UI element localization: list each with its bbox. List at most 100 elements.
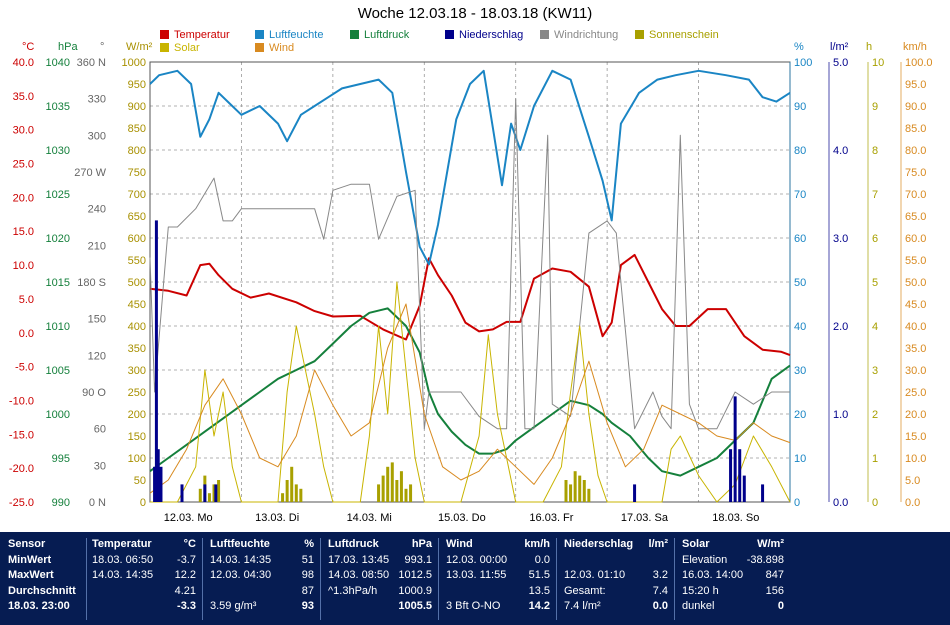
temp-axis-label: 30.0 (13, 125, 34, 137)
legend-swatch (255, 43, 264, 52)
stats-unit: °C (183, 538, 196, 550)
weather-chart: Temperatur Luftfeuchte Luftdruck Niederschl… (9, 29, 933, 524)
precip-axis-label: 0.0 (833, 497, 848, 509)
axis-unit: ° (100, 41, 104, 53)
precipitation-bar (729, 449, 733, 502)
legend-label: Luftdruck (364, 29, 410, 41)
precipitation-bar (180, 484, 184, 502)
solar-axis-label: 500 (128, 277, 146, 289)
stats-unit: % (304, 538, 314, 550)
wind-axis-label: 65.0 (905, 211, 926, 223)
humidity-axis-label: 40 (794, 321, 806, 333)
stats-value: 51.5 (528, 569, 550, 581)
wind-axis-label: 25.0 (905, 387, 926, 399)
wind-axis-label: 50.0 (905, 277, 926, 289)
axis-unit: % (794, 41, 804, 53)
stats-sensor: Sensor MinWert MaxWert Durchschnitt 18.0… (8, 538, 87, 620)
x-tick-label: 12.03. Mo (164, 512, 213, 524)
wind-axis-label: 80.0 (905, 145, 926, 157)
chart-title: Woche 12.03.18 - 18.03.18 (KW11) (357, 5, 593, 22)
solar-axis-label: 750 (128, 167, 146, 179)
wind-axis-label: 45.0 (905, 299, 926, 311)
legend-label: Windrichtung (554, 29, 618, 41)
sunshine-axis-label: 6 (872, 233, 878, 245)
stats-time: dunkel (682, 600, 715, 612)
x-tick-label: 15.03. Do (438, 512, 486, 524)
sunshine-bar (409, 484, 413, 502)
solar-axis-label: 600 (128, 233, 146, 245)
sunshine-bar (404, 488, 408, 502)
stats-time: 3 Bft O-NO (446, 600, 501, 612)
sunshine-axis-label: 7 (872, 189, 878, 201)
solar-axis-label: 900 (128, 101, 146, 113)
stats-value: 98 (301, 569, 314, 581)
humidity-axis-label: 90 (794, 101, 806, 113)
sunshine-bar (399, 471, 403, 502)
pressure-axis-label: 1015 (46, 277, 70, 289)
sunshine-bar (377, 484, 381, 502)
sunshine-bar (578, 475, 582, 502)
stats-unit: km/h (524, 538, 550, 550)
legend-swatch (540, 30, 549, 39)
solar-axis-label: 450 (128, 299, 146, 311)
sunshine-bar (281, 493, 285, 502)
solar-axis-label: 200 (128, 409, 146, 421)
wind-axis-label: 90.0 (905, 101, 926, 113)
sunshine-bar (390, 462, 394, 502)
stats-value: 0.0 (534, 553, 550, 566)
stats-wind: Wind km/h 12.03. 00:00 0.0 13.03. 11:55 51.5 1… (446, 538, 557, 620)
wind-axis-label: 20.0 (905, 409, 926, 421)
sunshine-bar (217, 480, 221, 502)
stats-value: 993.1 (404, 553, 432, 566)
humidity-axis-label: 10 (794, 453, 806, 465)
pressure-axis-label: 1040 (46, 57, 70, 69)
series-wind-line (149, 303, 791, 494)
precipitation-bar (154, 220, 158, 502)
stats-time: 12.03. 04:30 (210, 569, 272, 581)
legend-label: Solar (174, 42, 200, 54)
stats-time: 14.03. 08:50 (328, 569, 390, 581)
solar-axis-label: 800 (128, 145, 146, 157)
direction-axis-label: 240 (88, 204, 106, 216)
stats-header: Wind (446, 538, 473, 550)
sunshine-axis-label: 8 (872, 145, 878, 157)
temp-axis-label: 25.0 (13, 159, 34, 171)
sunshine-axis-label: 3 (872, 365, 878, 377)
stats-time: Gesamt: (564, 584, 606, 597)
sunshine-bar (395, 480, 399, 502)
row-label: MaxWert (8, 569, 54, 581)
axis-unit: l/m² (830, 41, 849, 53)
wind-axis-label: 85.0 (905, 123, 926, 135)
x-tick-label: 16.03. Fr (529, 512, 573, 524)
stats-value: 0.0 (652, 600, 668, 612)
pressure-axis-label: 1005 (46, 365, 70, 377)
sunshine-bar (198, 488, 202, 502)
sunshine-bar (290, 466, 294, 502)
precipitation-bar (761, 484, 765, 502)
stats-value: 87 (301, 584, 314, 597)
wind-axis-label: 55.0 (905, 255, 926, 267)
series-windrichtung-line (149, 98, 790, 430)
pressure-axis-label: 1035 (46, 101, 70, 113)
legend-label: Wind (269, 42, 294, 54)
temp-axis-label: -5.0 (15, 362, 34, 374)
stats-value: 4.21 (174, 584, 196, 597)
solar-axis-label: 50 (134, 475, 146, 487)
wind-axis-label: 75.0 (905, 167, 926, 179)
sunshine-bar (587, 488, 591, 502)
precipitation-bar (733, 396, 737, 502)
stats-unit: W/m² (757, 538, 784, 550)
axis-unit: km/h (903, 41, 927, 53)
wind-axis-label: 35.0 (905, 343, 926, 355)
humidity-axis-label: 70 (794, 189, 806, 201)
stats-value: -3.7 (177, 553, 196, 566)
sunshine-bar (207, 493, 211, 502)
sunshine-bar (285, 480, 289, 502)
solar-axis-label: 150 (128, 431, 146, 443)
legend-swatch (160, 43, 169, 52)
temp-axis-label: -15.0 (9, 429, 34, 441)
stats-header: Luftfeuchte (210, 538, 270, 550)
series-luftfeuchte-line (149, 69, 791, 266)
stats-time: 12.03. 00:00 (446, 553, 508, 566)
precipitation-bar (738, 449, 742, 502)
